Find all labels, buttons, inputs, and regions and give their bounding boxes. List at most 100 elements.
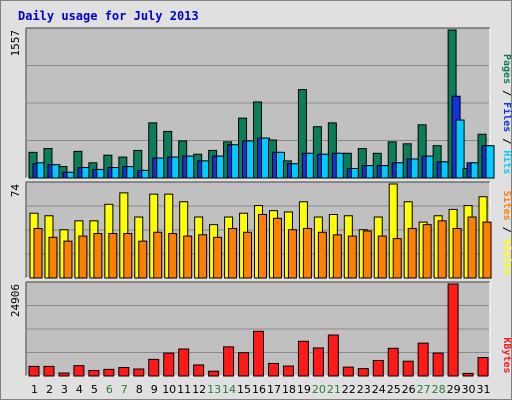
chart-title: Daily usage for July 2013 [18, 9, 199, 23]
x-tick-label-day-4: 4 [76, 383, 83, 396]
bar-sites-day-24 [377, 235, 387, 279]
x-tick-label-day-17: 17 [267, 383, 281, 396]
bar-sites-day-21 [332, 234, 342, 279]
bar-sites-day-25 [392, 238, 402, 279]
x-tick-label-day-7: 7 [121, 383, 128, 396]
bar-kbytes-day-30 [462, 372, 474, 377]
bar-kbytes-day-12 [193, 364, 205, 377]
bar-sites-day-23 [362, 230, 372, 279]
y-max-label: 1557 [9, 30, 22, 57]
x-tick-label-day-15: 15 [237, 383, 251, 396]
bar-kbytes-day-5 [88, 369, 100, 377]
legend-separator: / [501, 132, 512, 150]
bar-sites-day-22 [347, 235, 357, 279]
x-tick-label-day-31: 31 [477, 383, 491, 396]
bar-kbytes-day-1 [28, 365, 40, 377]
bar-sites-day-5 [93, 233, 103, 279]
x-tick-label-day-8: 8 [136, 383, 143, 396]
bar-sites-day-26 [407, 227, 417, 279]
bar-sites-day-3 [63, 240, 73, 279]
bar-sites-day-10 [168, 233, 178, 279]
bar-kbytes-day-6 [103, 368, 115, 377]
bar-kbytes-day-19 [297, 340, 309, 377]
x-tick-label-day-19: 19 [297, 383, 311, 396]
bar-sites-day-6 [108, 233, 118, 279]
bar-sites-day-13 [213, 236, 223, 279]
bar-sites-day-31 [482, 221, 492, 279]
x-tick-label-day-1: 1 [31, 383, 38, 396]
x-tick-label-day-13: 13 [207, 383, 221, 396]
bar-hits-day-31 [485, 145, 495, 179]
bar-kbytes-day-9 [148, 358, 160, 377]
bar-sites-day-11 [183, 235, 193, 279]
bar-kbytes-day-27 [417, 342, 429, 377]
x-tick-label-day-20: 20 [312, 383, 326, 396]
bar-sites-day-20 [317, 231, 327, 279]
x-tick-label-day-9: 9 [151, 383, 158, 396]
x-tick-label-day-23: 23 [357, 383, 371, 396]
bar-sites-day-9 [153, 231, 163, 279]
bar-kbytes-day-29 [447, 283, 459, 377]
x-tick-label-day-24: 24 [372, 383, 386, 396]
x-tick-label-day-27: 27 [417, 383, 431, 396]
bar-kbytes-day-26 [402, 360, 414, 377]
legend-visits-sites: Sites / Visits [501, 191, 512, 275]
bar-sites-day-19 [302, 227, 312, 279]
x-tick-label-day-12: 12 [192, 383, 206, 396]
legend-item-hits: Hits [501, 150, 512, 174]
bar-kbytes-day-10 [163, 352, 175, 377]
bar-hits-day-29 [455, 119, 465, 179]
y-max-label: 74 [9, 184, 22, 198]
x-tick-label-day-10: 10 [162, 383, 176, 396]
bar-sites-day-27 [422, 224, 432, 279]
x-tick-label-day-16: 16 [252, 383, 266, 396]
x-tick-label-day-18: 18 [282, 383, 296, 396]
bar-kbytes-day-3 [58, 372, 70, 377]
legend-item-kbytes: KBytes [501, 337, 512, 373]
bar-sites-day-12 [198, 234, 208, 279]
bar-kbytes-day-21 [327, 334, 339, 377]
bar-kbytes-day-20 [312, 347, 324, 377]
x-tick-label-day-30: 30 [462, 383, 476, 396]
bar-kbytes-day-31 [477, 357, 489, 377]
bar-sites-day-2 [48, 236, 58, 279]
bar-kbytes-day-2 [43, 365, 55, 377]
bar-sites-day-14 [228, 227, 238, 279]
bar-sites-day-28 [437, 220, 447, 279]
legend-item-pages: Pages [501, 54, 512, 84]
bar-kbytes-day-11 [178, 348, 190, 377]
bar-sites-day-18 [287, 229, 297, 279]
x-tick-label-day-26: 26 [402, 383, 416, 396]
x-tick-label-day-22: 22 [342, 383, 356, 396]
bar-kbytes-day-13 [208, 370, 220, 377]
bar-kbytes-day-25 [387, 347, 399, 377]
legend-separator: / [501, 84, 512, 102]
x-tick-label-day-6: 6 [106, 383, 113, 396]
bar-kbytes-day-15 [238, 352, 250, 377]
bar-kbytes-day-17 [267, 362, 279, 377]
bar-kbytes-day-16 [253, 330, 265, 377]
bar-sites-day-16 [258, 213, 268, 279]
legend-item-files: Files [501, 102, 512, 132]
bar-sites-day-1 [33, 227, 43, 279]
x-tick-label-day-2: 2 [46, 383, 53, 396]
bar-kbytes-day-18 [282, 365, 294, 377]
y-max-label: 24906 [9, 284, 22, 317]
x-tick-label-day-25: 25 [387, 383, 401, 396]
legend-item-visits: Visits [501, 239, 512, 275]
bar-sites-day-30 [467, 216, 477, 279]
bar-sites-day-15 [243, 231, 253, 279]
bar-kbytes-day-14 [223, 346, 235, 377]
x-tick-label-day-21: 21 [327, 383, 341, 396]
x-tick-label-day-29: 29 [447, 383, 461, 396]
bar-kbytes-day-22 [342, 366, 354, 377]
x-tick-label-day-28: 28 [432, 383, 446, 396]
bar-kbytes-day-8 [133, 368, 145, 377]
panel-kbytes: 24906 KBytes [9, 281, 512, 377]
bar-kbytes-day-7 [118, 367, 130, 377]
x-tick-label-day-11: 11 [177, 383, 191, 396]
bar-sites-day-29 [452, 227, 462, 279]
legend-item-sites: Sites [501, 191, 512, 221]
bar-sites-day-17 [272, 217, 282, 279]
